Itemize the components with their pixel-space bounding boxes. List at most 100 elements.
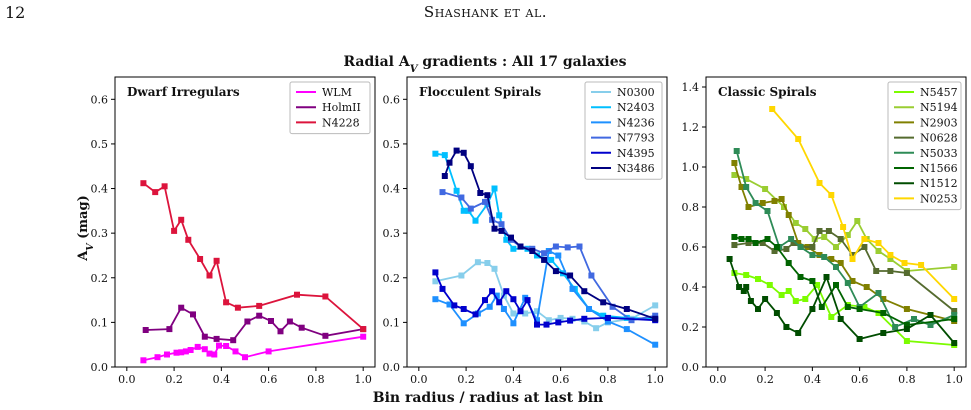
y-tick-label: 0.6 [682,241,700,254]
data-point [628,317,635,324]
data-point [503,288,510,295]
data-point [569,285,576,292]
data-point [816,180,823,186]
data-point [816,252,823,258]
data-point [256,312,263,319]
data-point [731,234,738,240]
data-point [484,260,491,266]
x-tick-label: 0.2 [457,373,475,386]
data-point [555,252,562,259]
data-point [322,293,329,300]
y-tick-label: 0.4 [682,281,700,294]
y-tick-label: 0.5 [383,138,401,151]
x-tick-label: 1.0 [354,373,372,386]
data-point [802,226,809,232]
data-point [809,244,816,250]
data-point [818,304,825,310]
y-tick-label: 0.4 [383,183,401,196]
data-point [294,291,300,298]
data-point [752,200,759,206]
legend-label: N4236 [617,116,655,129]
data-point [277,328,284,335]
data-point [360,333,367,340]
data-point [446,301,453,308]
legend-label: N3486 [617,162,655,175]
data-point [517,243,524,250]
data-point [567,317,574,324]
legend-label: N1512 [920,177,958,190]
data-point [524,297,531,304]
y-tick-label: 1.0 [682,161,700,174]
data-point [814,282,821,288]
data-point [809,252,816,258]
data-point [903,270,910,276]
data-point [821,234,828,240]
data-point [482,198,488,205]
data-point [825,228,832,234]
data-point [187,347,194,353]
data-point [733,148,740,154]
series-n4228 [140,180,367,333]
data-point [451,302,458,309]
data-point [498,221,505,228]
legend-label: N1566 [920,162,958,175]
data-point [837,316,844,322]
data-point [785,212,792,218]
data-point [771,198,778,204]
data-point [903,322,910,328]
panel-title: Flocculent Spirals [419,85,541,99]
data-point [927,312,934,318]
data-point [785,288,792,294]
x-tick-label: 0.0 [709,373,727,386]
y-tick-label: 0.8 [682,201,700,214]
data-point [593,325,600,332]
data-point [477,190,484,196]
data-point [802,296,809,302]
data-point [510,245,517,252]
figure-suptitle: Radial AV gradients : All 17 galaxies [343,54,626,75]
data-point [178,216,185,223]
x-tick-label: 0.8 [599,373,617,386]
y-tick-label: 0.3 [383,227,401,240]
legend: N5457 N5194 N2903 N0628 N5033 N1566 N1512 N0253 [887,81,962,211]
data-point [453,187,460,194]
data-point [213,257,220,264]
data-point [491,265,498,272]
running-head: Shashank et al. [423,3,548,21]
figure-xlabel: Bin radius / radius at last bin [373,390,603,406]
panel-dwarf-irregulars: 0.0 0.2 0.4 0.6 0.8 1.0 0.0 0.1 0.2 0.3 0.4 0.5 0.6 D… [91,76,376,386]
data-point [849,278,856,284]
panel-classic-spirals: 0.0 0.2 0.4 0.6 0.8 1.0 0.0 0.2 0.4 0.6 0.8 1.0 1.2 1… [682,76,967,386]
data-point [140,357,147,364]
data-point [795,136,802,142]
data-point [432,150,439,157]
data-point [745,236,752,242]
data-point [500,306,507,312]
data-point [766,282,773,288]
data-point [773,310,780,316]
y-tick-label: 0.2 [682,321,700,334]
data-point [491,185,498,192]
y-tick-label: 0.2 [91,272,109,285]
data-point [508,234,514,241]
data-point [441,173,448,179]
legend-label: N7793 [617,132,655,145]
legend-label: HolmII [322,101,361,114]
data-point [232,348,239,355]
data-point [244,318,251,325]
data-point [460,306,467,312]
data-point [887,268,894,274]
data-point [901,260,908,266]
data-point [140,180,147,187]
data-point [652,341,659,348]
data-point [792,220,799,226]
data-point [903,338,910,344]
data-point [892,324,899,330]
data-point [745,204,752,210]
data-point [510,320,517,327]
data-point [484,192,491,199]
x-tick-label: 0.6 [260,373,278,386]
data-point [432,296,439,303]
x-tick-label: 0.2 [756,373,774,386]
legend-box [887,81,962,211]
